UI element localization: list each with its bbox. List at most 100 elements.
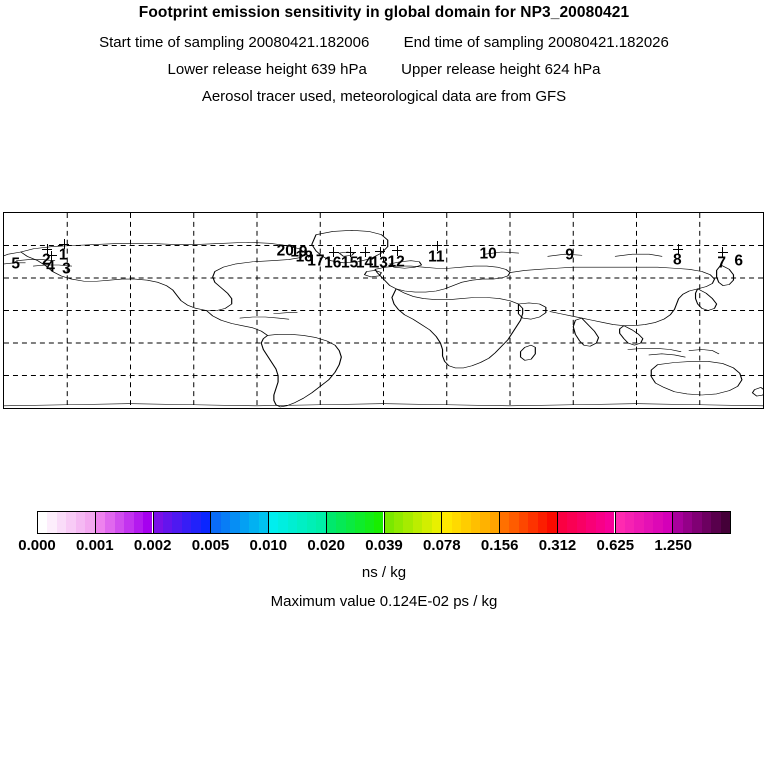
upper-release-height-label: Upper release height 624 hPa <box>401 61 601 78</box>
colorbar-band <box>230 512 240 533</box>
colorbar-band <box>431 512 442 533</box>
colorbar-band <box>643 512 654 533</box>
colorbar-band <box>393 512 404 533</box>
colorbar-segment <box>500 512 558 533</box>
colorbar-tick-label: 0.078 <box>423 537 461 554</box>
release-marker-label: 17 <box>307 251 325 269</box>
colorbar-tick-label: 0.020 <box>307 537 345 554</box>
colorbar-segment <box>384 512 443 533</box>
colorbar-band <box>75 512 86 533</box>
colorbar-band <box>287 512 298 533</box>
release-marker-label: 5 <box>11 255 20 273</box>
colorbar-band <box>38 512 48 533</box>
colorbar-band <box>518 512 529 533</box>
colorbar-band <box>374 512 384 533</box>
colorbar-segment <box>38 512 96 533</box>
colorbar-band <box>500 512 510 533</box>
colorbar-band <box>85 512 95 533</box>
colorbar-band <box>509 512 519 533</box>
release-marker-label: 9 <box>565 245 574 263</box>
release-marker-label: 16 <box>324 254 342 272</box>
colorbar-band <box>345 512 356 533</box>
colorbar-band <box>422 512 432 533</box>
colorbar-band <box>451 512 462 533</box>
colorbar-band <box>66 512 76 533</box>
colorbar-band <box>143 512 153 533</box>
colorbar-band <box>326 512 337 533</box>
release-marker-label: 10 <box>479 244 497 262</box>
colorbar-band <box>105 512 115 533</box>
colorbar-tick-label: 0.002 <box>133 537 172 554</box>
colorbar-band <box>133 512 144 533</box>
colorbar-band <box>162 512 173 533</box>
colorbar-band <box>200 512 211 533</box>
colorbar-band <box>191 512 201 533</box>
colorbar-band <box>220 512 231 533</box>
colorbar-band <box>278 512 288 533</box>
colorbar-band <box>653 512 663 533</box>
colorbar-band <box>576 512 587 533</box>
colorbar-band <box>692 512 702 533</box>
colorbar-tick-label: 0.625 <box>596 537 635 554</box>
end-time-label: End time of sampling 20080421.182026 <box>403 34 669 51</box>
release-marker-layer: 1 2 3 4 5 6 7 8 9 10 11 12 13 14 15 16 17 18 19 20 <box>4 213 763 408</box>
release-marker-label: 2 <box>42 251 51 269</box>
release-height-line: Lower release height 639 hPa Upper relea… <box>0 61 768 78</box>
colorbar-segment <box>442 512 500 533</box>
start-time-label: Start time of sampling 20080421.182006 <box>99 34 370 51</box>
colorbar <box>37 511 731 534</box>
colorbar-band <box>364 512 375 533</box>
colorbar-band <box>461 512 471 533</box>
release-marker-label: 1 <box>58 246 68 264</box>
release-marker-label: 6 <box>734 252 743 270</box>
colorbar-band <box>547 512 557 533</box>
release-marker-label: 3 <box>62 260 71 278</box>
world-map-panel: 1 2 3 4 5 6 7 8 9 10 11 12 13 14 15 16 17 18 19 20 <box>3 212 764 409</box>
release-marker-label: 13 <box>370 254 388 272</box>
colorbar-segment <box>326 512 385 533</box>
lower-release-height-label: Lower release height 639 hPa <box>167 61 367 78</box>
colorbar-gradient <box>37 511 731 534</box>
colorbar-tick-label: 0.312 <box>538 537 577 554</box>
colorbar-tick-label: 0.156 <box>480 537 519 554</box>
colorbar-tick-label: 0.001 <box>76 537 114 554</box>
colorbar-band <box>634 512 644 533</box>
colorbar-band <box>595 512 606 533</box>
colorbar-band <box>442 512 452 533</box>
colorbar-band <box>624 512 635 533</box>
colorbar-band <box>47 512 57 533</box>
tracer-meteo-label: Aerosol tracer used, meteorological data… <box>201 88 567 105</box>
release-marker-label: 12 <box>387 253 405 270</box>
colorbar-tick-label: 0.039 <box>365 537 403 554</box>
colorbar-segment <box>557 512 616 533</box>
sampling-time-line: Start time of sampling 20080421.182006 E… <box>0 34 768 51</box>
colorbar-band <box>412 512 423 533</box>
colorbar-band <box>124 512 134 533</box>
release-marker-label: 11 <box>428 248 445 266</box>
release-marker-label: 18 <box>295 248 313 266</box>
colorbar-band <box>211 512 221 533</box>
colorbar-band <box>56 512 67 533</box>
colorbar-band <box>239 512 250 533</box>
maximum-value-label: Maximum value 0.124E-02 ps / kg <box>270 593 498 610</box>
colorbar-unit-label: ns / kg <box>361 564 407 581</box>
colorbar-band <box>682 512 693 533</box>
colorbar-band <box>567 512 577 533</box>
colorbar-tick-label: 0.005 <box>191 537 230 554</box>
colorbar-band <box>586 512 596 533</box>
colorbar-band <box>701 512 712 533</box>
colorbar-tick-labels: 0.000 0.001 0.002 0.005 0.010 0.020 0.039 0.078… <box>0 537 768 557</box>
colorbar-band <box>537 512 548 533</box>
colorbar-segment <box>673 512 730 533</box>
colorbar-segment <box>211 512 269 533</box>
release-marker-label: 20 <box>276 242 294 260</box>
colorbar-band <box>528 512 538 533</box>
release-marker-label: 15 <box>341 254 359 272</box>
colorbar-band <box>181 512 192 533</box>
colorbar-band <box>470 512 481 533</box>
coastline-layer <box>4 230 763 408</box>
colorbar-band <box>662 512 673 533</box>
colorbar-band <box>336 512 346 533</box>
page-title: Footprint emission sensitivity in global… <box>138 4 630 21</box>
